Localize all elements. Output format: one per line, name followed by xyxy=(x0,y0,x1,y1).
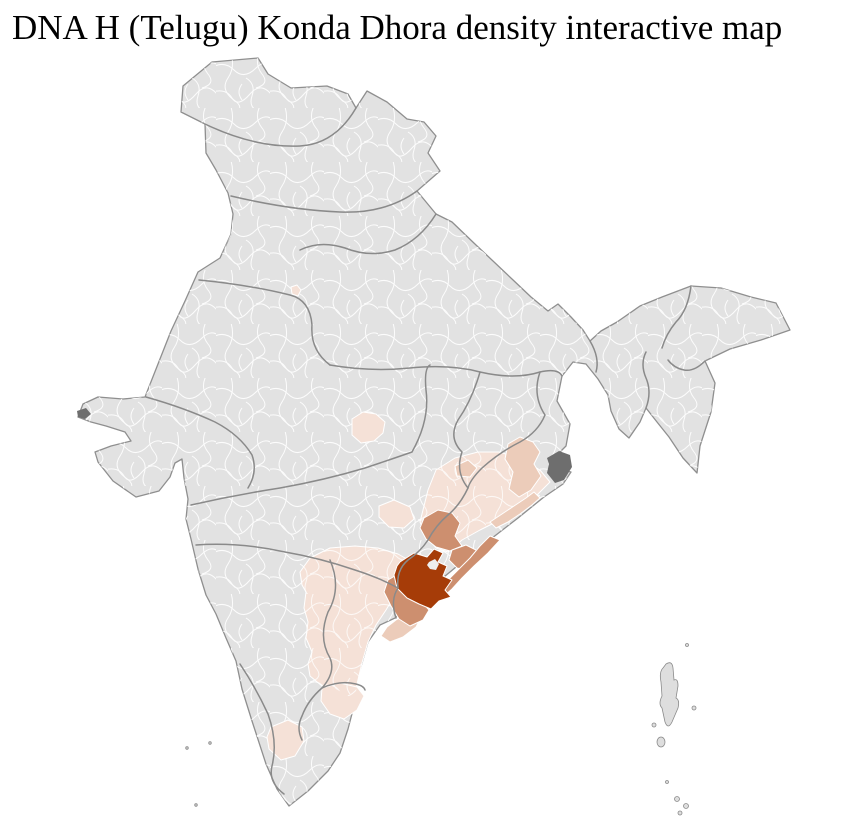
andaman-nicobar-islands xyxy=(651,643,697,816)
lakshadweep-islands xyxy=(185,741,212,807)
page-title: DNA H (Telugu) Konda Dhora density inter… xyxy=(12,8,783,47)
district-boundaries-texture-overlay xyxy=(300,452,550,700)
state-borders xyxy=(145,107,706,795)
no-data-region[interactable] xyxy=(77,408,91,419)
district-region[interactable] xyxy=(378,499,415,529)
no-data-region[interactable] xyxy=(547,451,572,483)
district-region[interactable] xyxy=(351,411,386,444)
district-enclave-hole xyxy=(427,559,439,570)
district-region[interactable] xyxy=(290,284,302,297)
district-boundaries-texture xyxy=(78,58,790,806)
district-region[interactable] xyxy=(504,436,542,498)
district-region[interactable] xyxy=(489,491,541,529)
district-region[interactable] xyxy=(266,719,305,761)
